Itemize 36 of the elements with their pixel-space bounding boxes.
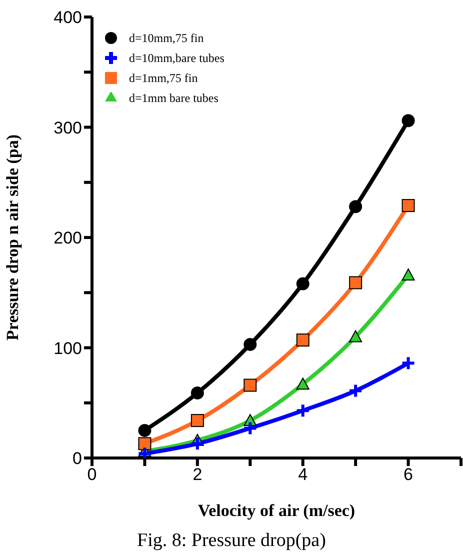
point (138, 424, 152, 437)
point (402, 199, 415, 212)
x-axis-title: Velocity of air (m/sec) (198, 501, 356, 520)
y-tick-label: 200 (54, 228, 82, 248)
y-axis-title: Pressure drop n air side (pa) (3, 134, 22, 341)
point (296, 334, 310, 347)
y-tick-label: 300 (54, 118, 82, 138)
point (190, 414, 204, 428)
point (190, 386, 204, 400)
caption: Fig. 8: Pressure drop(pa) (136, 530, 327, 552)
point (349, 330, 362, 342)
legend-label: d=1mm,75 fin (129, 71, 198, 85)
y-tick-label: 400 (54, 8, 82, 28)
x-tick-label: 0 (87, 465, 97, 484)
x-tick-label: 6 (404, 465, 414, 484)
y-tick-label: 100 (54, 338, 82, 358)
point (402, 268, 415, 280)
legend-label: d=10mm,bare tubes (129, 51, 224, 65)
point (190, 436, 205, 452)
legend-label: d=1mm bare tubes (129, 91, 218, 105)
point (138, 437, 152, 450)
legend-label: d=10mm,75 fin (129, 31, 204, 45)
point (349, 200, 362, 214)
point (400, 356, 416, 371)
point (349, 276, 362, 290)
point (402, 114, 415, 128)
point (348, 383, 364, 398)
x-tick-label: 2 (192, 465, 202, 484)
point (296, 277, 310, 290)
point (244, 338, 257, 351)
x-tick-label: 4 (298, 465, 308, 484)
point (295, 403, 310, 418)
point (244, 378, 257, 392)
point (242, 420, 258, 436)
y-tick-label: 0 (72, 449, 82, 468)
point (296, 378, 310, 390)
